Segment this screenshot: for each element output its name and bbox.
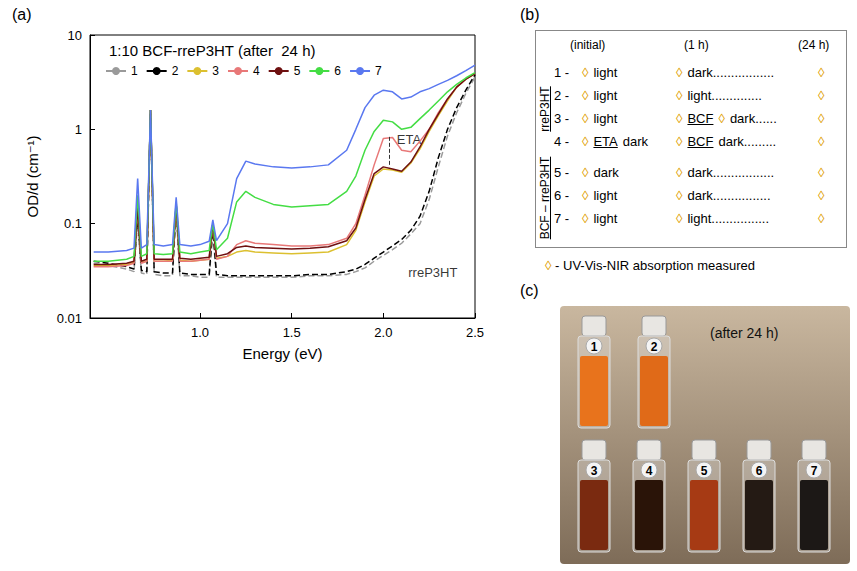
svg-text:6: 6	[756, 464, 763, 478]
html-text:◊ BCF ◊ dark......: ◊ BCF ◊ dark......	[676, 111, 777, 126]
svg-text:4: 4	[253, 64, 260, 78]
svg-text:1:10 BCF-rreP3HT (after 24 h): 1:10 BCF-rreP3HT (after 24 h)	[109, 42, 315, 59]
html-text:◊ - UV-Vis-NIR absorption meas: ◊ - UV-Vis-NIR absorption measured	[545, 258, 755, 273]
html-text:◊ light..............: ◊ light..............	[676, 88, 762, 103]
svg-text:1: 1	[75, 122, 82, 137]
svg-text:1: 1	[591, 340, 598, 354]
svg-text:2: 2	[172, 64, 179, 78]
html-text:rreP3HT: rreP3HT	[538, 86, 552, 132]
html-text:6 -: 6 -	[554, 188, 570, 203]
html-text:4 -: 4 -	[554, 134, 570, 149]
svg-text:1: 1	[131, 64, 138, 78]
html-text:(24 h): (24 h)	[798, 38, 830, 52]
html-text:3 -: 3 -	[554, 111, 570, 126]
svg-text:ETA: ETA	[396, 132, 422, 147]
html-text:◊ light: ◊ light	[582, 211, 618, 226]
html-text:5 -: 5 -	[554, 165, 570, 180]
html-text:◊ light: ◊ light	[582, 65, 618, 80]
html-text:(b): (b)	[520, 6, 540, 23]
svg-text:2.5: 2.5	[466, 325, 484, 340]
html-text:(initial): (initial)	[570, 38, 606, 52]
html-text:◊ dark.................: ◊ dark.................	[676, 165, 775, 180]
svg-text:(after 24 h): (after 24 h)	[710, 325, 778, 341]
html-text:◊ light: ◊ light	[582, 88, 618, 103]
svg-text:0.01: 0.01	[57, 311, 82, 326]
svg-text:7: 7	[811, 464, 818, 478]
html-text:(c): (c)	[520, 282, 539, 299]
svg-text:1.0: 1.0	[191, 325, 209, 340]
svg-text:Energy (eV): Energy (eV)	[242, 345, 322, 362]
html-text:◊ ETA dark: ◊ ETA dark	[582, 134, 649, 149]
svg-text:5: 5	[701, 464, 708, 478]
svg-text:7: 7	[375, 64, 382, 78]
svg-text:5: 5	[294, 64, 301, 78]
svg-text:2.0: 2.0	[374, 325, 392, 340]
html-text:2 -: 2 -	[554, 88, 570, 103]
svg-text:3: 3	[212, 64, 219, 78]
svg-text:4: 4	[646, 464, 653, 478]
html-text:(a): (a)	[12, 6, 32, 23]
html-text:◊ dark: ◊ dark	[582, 165, 619, 180]
html-text:BCF – rreP3HT: BCF – rreP3HT	[538, 156, 552, 239]
svg-text:OD/d (cm⁻¹): OD/d (cm⁻¹)	[24, 135, 41, 217]
html-text:7 -: 7 -	[554, 211, 570, 226]
html-text:◊ light................: ◊ light................	[676, 211, 770, 226]
svg-text:3: 3	[591, 464, 598, 478]
html-text:◊ light: ◊ light	[582, 111, 618, 126]
html-text:(1 h): (1 h)	[684, 38, 709, 52]
html-text:◊ dark................: ◊ dark................	[676, 188, 771, 203]
svg-text:2: 2	[651, 340, 658, 354]
svg-text:1.5: 1.5	[283, 325, 301, 340]
html-text:◊ light: ◊ light	[582, 188, 618, 203]
html-text:◊ dark.................: ◊ dark.................	[676, 65, 775, 80]
svg-text:0.1: 0.1	[64, 216, 82, 231]
svg-text:10: 10	[68, 28, 82, 43]
html-text:1 -: 1 -	[554, 65, 570, 80]
html-text:◊ BCF dark.........: ◊ BCF dark.........	[676, 134, 777, 149]
svg-text:rreP3HT: rreP3HT	[408, 265, 457, 280]
svg-text:6: 6	[334, 64, 341, 78]
